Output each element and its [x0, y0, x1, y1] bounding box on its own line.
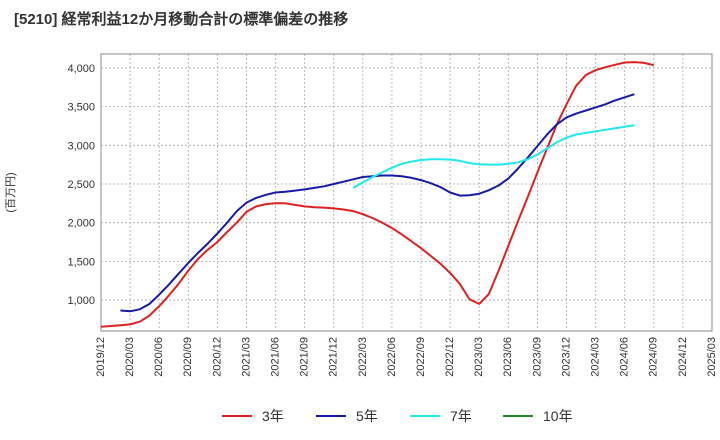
y-tick-label: 3,000 — [67, 140, 95, 152]
x-tick-label: 2020/09 — [182, 337, 194, 377]
x-tick-label: 2020/03 — [124, 337, 136, 377]
x-tick-label: 2023/09 — [531, 337, 543, 377]
x-tick-label: 2022/06 — [386, 337, 398, 377]
x-tick-label: 2024/09 — [648, 337, 660, 377]
chart-title: [5210] 経常利益12か月移動合計の標準偏差の推移 — [14, 11, 349, 28]
legend-item-10y[interactable]: 10年 — [503, 404, 573, 428]
series-5y-line — [120, 93, 635, 313]
y-tick-label: 3,500 — [67, 102, 95, 114]
legend-item-7y[interactable]: 7年 — [410, 404, 472, 428]
x-tick-label: 2022/09 — [415, 337, 427, 377]
x-tick-label: 2022/03 — [357, 337, 369, 377]
legend-swatch-7y — [410, 415, 440, 417]
x-tick-label: 2022/12 — [444, 337, 456, 377]
x-tick-label: 2020/12 — [211, 337, 223, 377]
x-tick-label: 2021/06 — [269, 337, 281, 377]
y-tick-label: 1,500 — [67, 256, 95, 268]
legend-item-5y[interactable]: 5年 — [316, 404, 378, 428]
y-tick-label: 4,000 — [67, 63, 95, 75]
x-tick-label: 2024/06 — [619, 337, 631, 377]
series-3y-line — [100, 61, 655, 328]
y-tick-label: 1,000 — [67, 295, 95, 307]
legend: 3年 5年 7年 10年 — [0, 404, 720, 428]
y-tick-label: 2,000 — [67, 218, 95, 230]
x-tick-label: 2024/12 — [677, 337, 689, 377]
x-tick-label: 2024/03 — [590, 337, 602, 377]
plot-area — [100, 53, 713, 332]
x-tick-label: 2025/03 — [706, 337, 718, 377]
series-7y-line — [352, 124, 635, 189]
y-tick-label: 2,500 — [67, 179, 95, 191]
x-tick-label: 2019/12 — [95, 337, 107, 377]
x-tick-label: 2021/09 — [299, 337, 311, 377]
legend-label-10y: 10年 — [543, 408, 573, 424]
legend-label-5y: 5年 — [356, 408, 378, 424]
x-tick-label: 2021/12 — [328, 337, 340, 377]
y-axis-label: (百万円) — [5, 172, 17, 212]
x-tick-label: 2021/03 — [240, 337, 252, 377]
legend-item-3y[interactable]: 3年 — [222, 404, 284, 428]
legend-swatch-3y — [222, 415, 252, 417]
legend-swatch-10y — [503, 415, 533, 417]
legend-label-7y: 7年 — [450, 408, 472, 424]
x-tick-label: 2023/03 — [473, 337, 485, 377]
x-tick-label: 2023/12 — [560, 337, 572, 377]
x-tick-label: 2023/06 — [502, 337, 514, 377]
legend-swatch-5y — [316, 415, 346, 417]
x-tick-label: 2020/06 — [153, 337, 165, 377]
legend-label-3y: 3年 — [262, 408, 284, 424]
